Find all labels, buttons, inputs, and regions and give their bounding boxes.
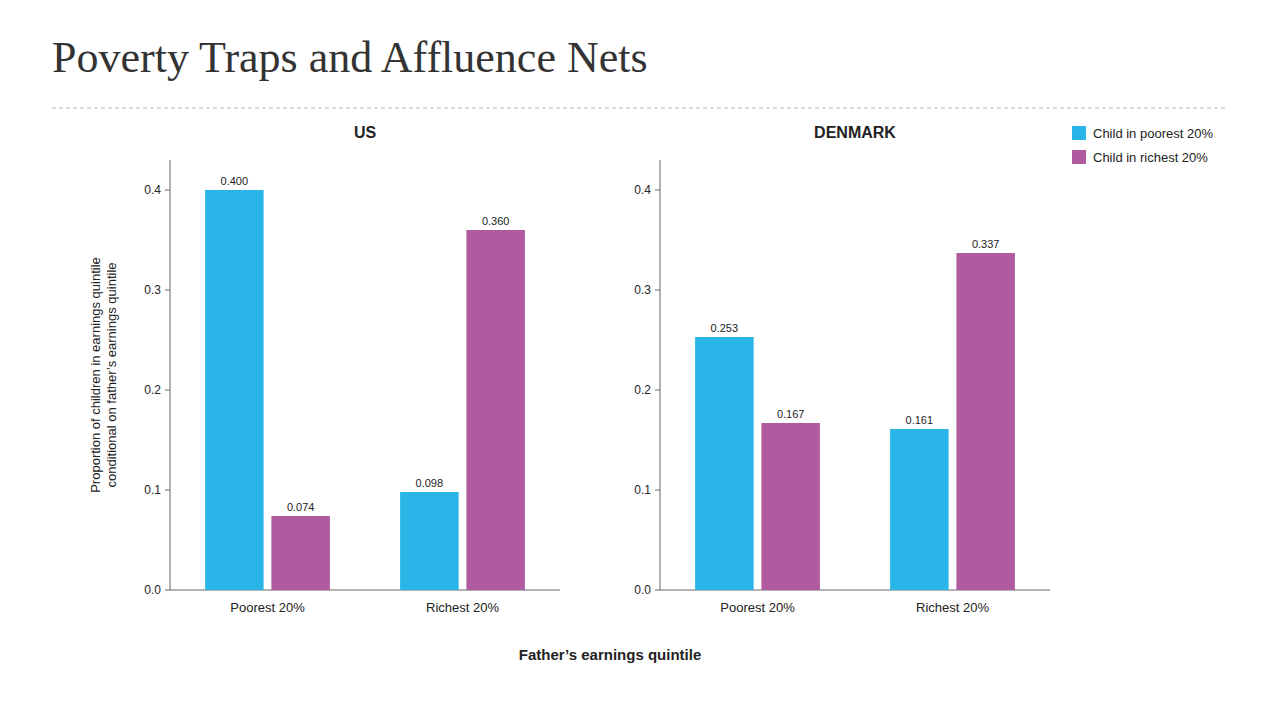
bar	[205, 190, 264, 590]
y-tick-label: 0.1	[144, 483, 161, 497]
y-tick	[655, 290, 660, 291]
y-tick	[655, 190, 660, 191]
y-tick	[655, 390, 660, 391]
y-tick-label: 0.2	[144, 383, 161, 397]
x-tick-label: Poorest 20%	[230, 600, 305, 615]
panel-title: DENMARK	[814, 124, 896, 141]
y-tick-label: 0.4	[634, 183, 651, 197]
bar	[890, 429, 949, 590]
bars	[205, 190, 525, 590]
data-label: 0.360	[482, 215, 510, 227]
panel: DENMARK 0.0 0.1 0.2 0.3 0.4 0.253 0.167 0.161 0.3…	[634, 124, 1213, 615]
separator	[52, 108, 1228, 109]
y-tick-label: 0.0	[634, 583, 651, 597]
x-axis-label: Father’s earnings quintile	[519, 646, 702, 663]
data-label: 0.337	[972, 238, 1000, 250]
data-label: 0.098	[416, 477, 444, 489]
bar	[400, 492, 459, 590]
y-tick-label: 0.4	[144, 183, 161, 197]
x-tick-label: Richest 20%	[426, 600, 499, 615]
legend: Child in poorest 20% Child in richest 20%	[1072, 126, 1213, 165]
y-tick	[165, 490, 170, 491]
y-tick	[165, 190, 170, 191]
data-label: 0.074	[287, 501, 315, 513]
legend-label: Child in richest 20%	[1093, 150, 1208, 165]
main-title: Poverty Traps and Affluence Nets	[52, 33, 648, 82]
panel-title: US	[354, 124, 377, 141]
bar	[695, 337, 754, 590]
x-tick-label: Poorest 20%	[720, 600, 795, 615]
y-tick-label: 0.1	[634, 483, 651, 497]
y-tick	[655, 590, 660, 591]
legend-swatch	[1072, 150, 1086, 164]
chart-canvas: Poverty Traps and Affluence Nets US 0.0 0.1…	[0, 0, 1280, 720]
y-tick-label: 0.2	[634, 383, 651, 397]
data-label: 0.167	[777, 408, 805, 420]
data-label: 0.400	[221, 175, 249, 187]
y-axis	[660, 160, 661, 590]
data-labels: 0.253 0.167 0.161 0.337	[711, 238, 1000, 426]
y-axis-label: Proportion of children in earnings quint…	[88, 257, 119, 493]
legend-swatch	[1072, 126, 1086, 140]
x-tick-label: Richest 20%	[916, 600, 989, 615]
y-axis	[170, 160, 171, 590]
bars	[695, 253, 1015, 590]
y-axis-label-line: conditional on father’s earnings quintil…	[104, 262, 119, 487]
y-tick	[655, 490, 660, 491]
y-tick	[165, 590, 170, 591]
bar	[761, 423, 820, 590]
legend-label: Child in poorest 20%	[1093, 126, 1213, 141]
bar	[271, 516, 330, 590]
data-label: 0.253	[711, 322, 739, 334]
y-tick-label: 0.3	[634, 283, 651, 297]
y-tick	[165, 290, 170, 291]
panel: US 0.0 0.1 0.2 0.3 0.4 Proportion of children …	[88, 124, 560, 615]
y-axis-label-line: Proportion of children in earnings quint…	[88, 257, 103, 493]
y-tick-label: 0.3	[144, 283, 161, 297]
bar	[956, 253, 1015, 590]
y-tick-label: 0.0	[144, 583, 161, 597]
data-labels: 0.400 0.074 0.098 0.360	[221, 175, 510, 513]
data-label: 0.161	[906, 414, 934, 426]
y-tick	[165, 390, 170, 391]
bar	[466, 230, 525, 590]
